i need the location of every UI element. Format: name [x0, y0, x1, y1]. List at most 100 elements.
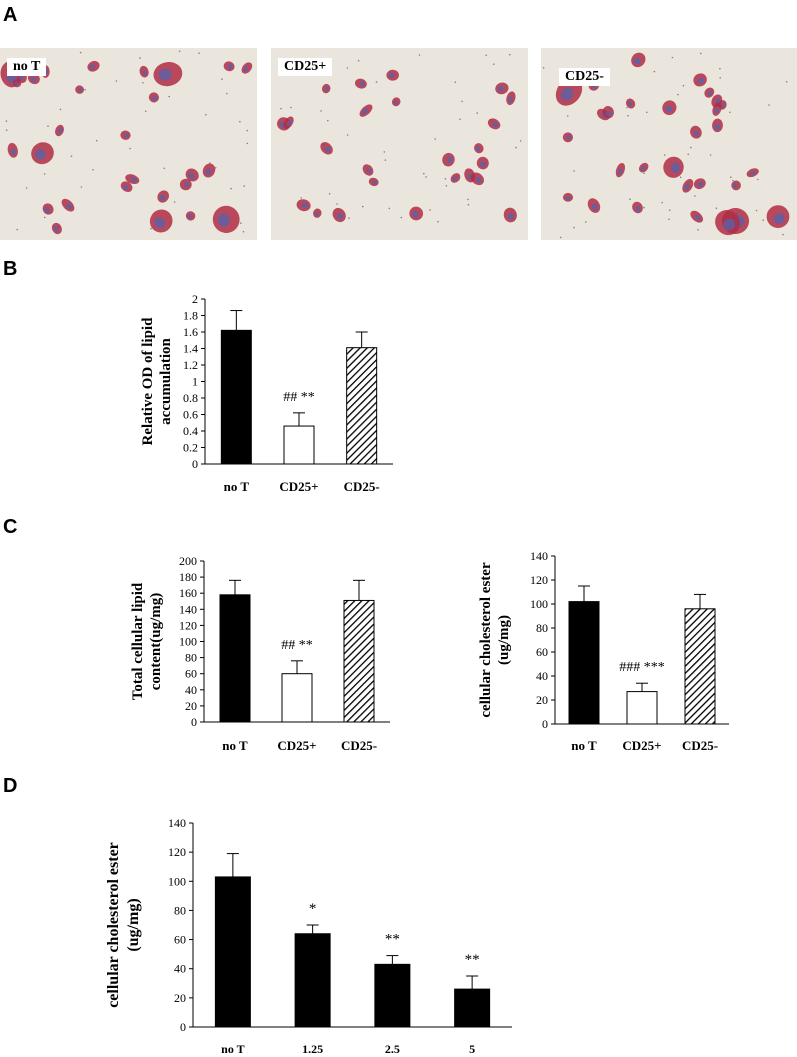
stained-cell — [693, 178, 706, 190]
bar-cd25- — [283, 425, 315, 465]
x-category-label: CD25+ — [279, 479, 318, 494]
bar-no-t — [568, 601, 600, 725]
y-tick-label: 1.4 — [183, 342, 198, 356]
stained-cell — [296, 199, 311, 212]
stained-cell — [185, 211, 196, 221]
micrograph-speck — [425, 176, 427, 178]
x-category-label: no T — [221, 1042, 244, 1056]
micrograph-speck — [542, 67, 545, 69]
bar-5 — [454, 988, 491, 1028]
stained-cell — [354, 78, 367, 89]
micrograph-speck — [629, 198, 631, 200]
micrograph-speck — [173, 201, 176, 203]
panel-letter-d: D — [3, 775, 18, 797]
micrograph-speck — [476, 112, 478, 114]
micrograph-speck — [239, 120, 241, 123]
stained-cell — [202, 163, 216, 178]
micrograph-speck — [70, 155, 73, 157]
stained-cell — [442, 152, 455, 167]
micrograph-speck — [178, 50, 181, 53]
panel-letter-c: C — [3, 516, 18, 538]
micrograph-speck — [92, 169, 94, 171]
stained-cell — [51, 222, 62, 235]
significance-annotation: ** — [465, 952, 480, 968]
y-tick-label: 160 — [179, 586, 197, 600]
micrograph-speck — [79, 51, 82, 54]
stained-cell — [746, 168, 759, 178]
micrograph-speck — [661, 201, 663, 204]
micrograph-speck — [346, 67, 349, 69]
micrograph-speck — [437, 220, 439, 223]
micrograph-speck — [327, 119, 329, 122]
x-category-label: CD25+ — [277, 738, 316, 753]
bar-1-25 — [294, 933, 331, 1028]
micrograph-speck — [467, 203, 470, 206]
stained-cell — [75, 85, 84, 94]
stained-cell — [368, 177, 379, 187]
y-tick-label: 100 — [168, 874, 186, 888]
y-tick-label: 0 — [542, 717, 548, 731]
micrograph-speck — [139, 57, 141, 59]
y-tick-label: 80 — [536, 621, 548, 635]
y-axis-label: cellular cholesterol ester — [105, 842, 122, 1008]
stained-cell — [332, 207, 346, 223]
micrograph-speck — [205, 113, 207, 116]
stained-cell — [625, 98, 636, 109]
micrograph-speck — [671, 56, 674, 59]
stained-cell — [391, 97, 401, 107]
micrograph-speck — [320, 110, 322, 112]
micrograph-speck — [682, 84, 685, 87]
micrograph-speck — [687, 153, 689, 156]
stained-cell — [148, 92, 159, 103]
bar-cd25- — [684, 608, 716, 725]
stained-cell — [638, 162, 649, 173]
micrograph-speck — [485, 54, 487, 57]
y-tick-label: 120 — [168, 845, 186, 859]
stained-cell — [185, 168, 199, 182]
stained-cell — [495, 82, 509, 95]
micrograph-speck — [715, 207, 718, 209]
micrograph-speck — [240, 222, 242, 224]
micrograph-speck — [627, 114, 629, 117]
y-tick-label: 0 — [191, 715, 197, 729]
x-category-label: CD25+ — [622, 738, 661, 753]
stained-cell — [712, 118, 723, 133]
stained-cell — [61, 198, 75, 212]
y-tick-label: 2 — [192, 292, 198, 306]
micrograph-speck — [467, 198, 469, 201]
stained-cell — [693, 73, 707, 87]
y-axis-label: accumulation — [158, 338, 174, 425]
micrograph-speck — [242, 230, 245, 233]
y-axis-label: Relative OD of lipid — [140, 317, 156, 446]
y-tick-label: 40 — [174, 962, 186, 976]
y-tick-label: 0.6 — [183, 408, 198, 422]
micrograph-speck — [573, 170, 575, 172]
micrograph-speck — [559, 236, 562, 239]
stained-cell — [241, 62, 253, 74]
micrograph-cd25-pos-label: CD25+ — [278, 58, 333, 76]
micrograph-speck — [643, 206, 645, 209]
stained-cell — [602, 106, 614, 119]
bar-no-t — [214, 876, 251, 1028]
x-category-label: no T — [571, 738, 597, 753]
x-category-label: CD25- — [344, 479, 380, 494]
x-category-label: CD25- — [341, 738, 377, 753]
stained-cell — [766, 205, 790, 229]
x-category-label: CD25- — [682, 738, 718, 753]
micrograph-speck — [95, 139, 98, 142]
y-tick-label: 120 — [179, 618, 197, 632]
bar-cd25- — [346, 347, 378, 465]
y-tick-label: 60 — [174, 933, 186, 947]
y-axis-label: Total cellular lipid — [130, 582, 146, 700]
stained-cell — [55, 124, 64, 137]
bar-no-t — [220, 329, 252, 465]
y-tick-label: 20 — [185, 699, 197, 713]
y-tick-label: 80 — [185, 651, 197, 665]
stained-cell — [153, 61, 183, 87]
micrograph-speck — [209, 162, 211, 164]
micrograph-speck — [357, 59, 360, 62]
y-axis-label: cellular cholesterol ester — [478, 562, 494, 718]
micrograph-speck — [384, 159, 387, 161]
micrograph-cd25-pos: CD25+ — [271, 48, 528, 240]
y-tick-label: 0 — [192, 457, 198, 471]
